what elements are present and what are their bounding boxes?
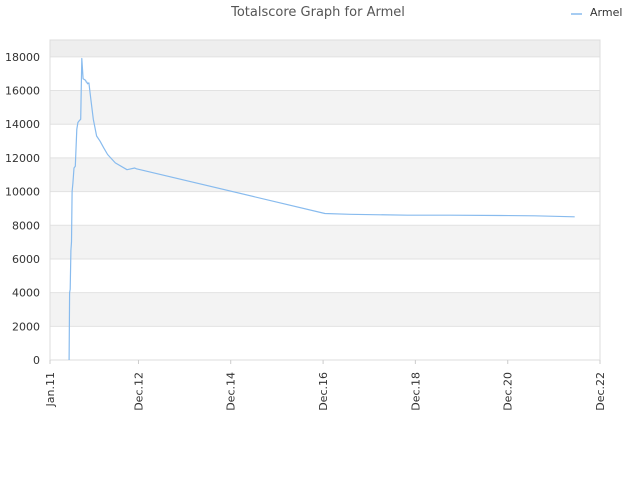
y-tick-label: 10000 — [5, 186, 40, 199]
y-tick-label: 2000 — [12, 320, 40, 333]
band — [50, 40, 600, 57]
x-tick-label: Dec.22 — [594, 372, 607, 411]
series-line-armel — [68, 57, 575, 361]
series-lines — [68, 57, 575, 361]
x-tick-label: Dec.12 — [132, 372, 145, 411]
y-axis-tick-labels: 0 2000 4000 6000 8000 10000 12000 14000 16000 180… — [5, 51, 40, 367]
legend-label-armel: Armel — [590, 6, 622, 19]
x-tick-label: Dec.18 — [409, 372, 422, 411]
band — [50, 90, 600, 125]
y-tick-label: 16000 — [5, 85, 40, 98]
grid-lines — [50, 56, 600, 361]
y-tick-label: 14000 — [5, 118, 40, 131]
legend[interactable]: Armel — [571, 6, 622, 19]
y-tick-label: 6000 — [12, 253, 40, 266]
band — [50, 292, 600, 327]
y-tick-label: 4000 — [12, 287, 40, 300]
x-tick-label: Jan.11 — [44, 372, 57, 407]
y-tick-label: 18000 — [5, 51, 40, 64]
y-tick-label: 8000 — [12, 219, 40, 232]
x-tick-label: Dec.14 — [225, 372, 238, 411]
x-axis-tick-labels: Jan.11 Dec.12 Dec.14 Dec.16 Dec.18 Dec.20 Dec.… — [44, 360, 607, 411]
band — [50, 157, 600, 192]
x-tick-label: Dec.20 — [502, 372, 515, 411]
y-tick-label: 12000 — [5, 152, 40, 165]
y-tick-label: 0 — [33, 354, 40, 367]
chart-title: Totalscore Graph for Armel — [230, 5, 405, 20]
plot-area-frame — [49, 39, 601, 361]
x-tick-label: Dec.16 — [317, 372, 330, 411]
plot-background-bands — [50, 40, 600, 327]
band — [50, 225, 600, 259]
